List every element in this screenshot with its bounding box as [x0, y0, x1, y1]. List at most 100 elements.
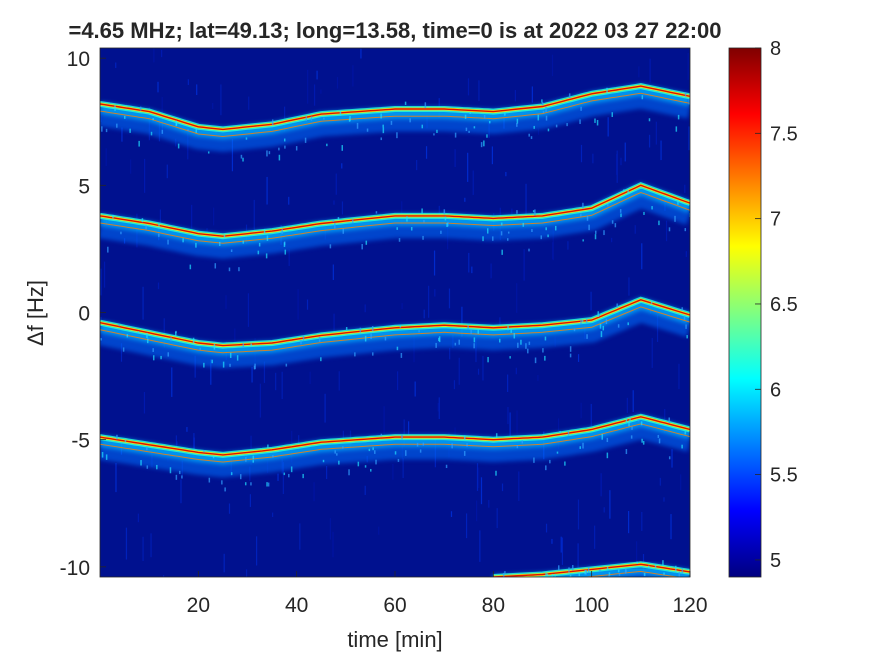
trace-spread	[501, 564, 690, 577]
noise-speck	[688, 126, 690, 151]
trace-speck	[375, 211, 378, 214]
trace-speck	[641, 438, 643, 443]
trace-speck	[600, 331, 603, 338]
trace-speck	[504, 571, 506, 574]
noise-speck	[396, 371, 399, 391]
noise-speck	[477, 368, 480, 375]
noise-speck	[187, 79, 189, 85]
traces-layer	[100, 83, 690, 594]
trace-line	[100, 416, 690, 456]
noise-speck	[641, 243, 643, 270]
trace-speck	[320, 357, 322, 362]
noise-speck	[476, 463, 479, 491]
trace-glow	[100, 414, 690, 465]
trace-line	[493, 563, 690, 577]
trace-speck	[284, 145, 286, 149]
noise-speck	[378, 526, 380, 535]
noise-speck	[428, 285, 430, 318]
trace-speck	[212, 456, 215, 459]
noise-speck	[507, 374, 509, 392]
trace-speck	[351, 219, 354, 224]
trace-speck	[606, 437, 609, 443]
trace-speck	[223, 235, 226, 238]
trace-speck	[466, 443, 468, 447]
noise-speck	[143, 391, 146, 414]
trace-speck	[480, 142, 483, 148]
trace-speck	[678, 571, 681, 577]
trace-secondary-line	[100, 306, 690, 354]
noise-speck	[632, 390, 634, 413]
noise-speck	[161, 96, 163, 115]
trace-speck	[372, 352, 374, 356]
trace-speck	[511, 583, 513, 588]
trace-speck	[278, 154, 281, 161]
trace-speck	[263, 228, 266, 234]
trace-speck	[359, 327, 362, 333]
trace-speck	[531, 583, 533, 586]
trace-speck	[528, 133, 530, 137]
trace-speck	[177, 143, 180, 149]
trace-speck	[521, 440, 524, 444]
trace-speck	[599, 569, 601, 572]
noise-speck	[479, 530, 481, 562]
trace-speck	[501, 249, 503, 255]
noise-speck	[307, 69, 309, 104]
noise-speck	[628, 277, 630, 296]
trace-speck	[551, 573, 554, 577]
trace-speck	[482, 236, 484, 242]
trace-speck	[554, 573, 556, 577]
trace-speck	[659, 589, 661, 594]
noise-speck	[671, 449, 673, 468]
trace-speck	[364, 465, 367, 468]
trace-speck	[458, 339, 460, 345]
noise-speck	[360, 48, 362, 59]
trace-speck	[380, 113, 382, 119]
trace-speck	[400, 352, 403, 358]
trace-speck	[112, 214, 114, 219]
trace-speck	[625, 449, 628, 455]
trace-speck	[495, 433, 498, 438]
trace-speck	[170, 337, 172, 342]
noise-speck	[437, 403, 439, 412]
trace-speck	[318, 336, 321, 343]
trace-speck	[283, 472, 286, 476]
trace-speck	[283, 138, 286, 142]
trace-speck	[492, 236, 494, 241]
noise-speck	[515, 367, 517, 375]
trace-speck	[240, 154, 243, 159]
noise-speck	[125, 527, 128, 560]
trace-speck	[601, 433, 603, 440]
trace-speck	[627, 190, 629, 194]
noise-speck	[511, 208, 513, 215]
noise-speck	[609, 490, 611, 519]
trace-speck	[566, 581, 568, 584]
trace-speck	[502, 572, 505, 577]
noise-speck	[225, 295, 227, 309]
trace-speck	[545, 227, 547, 231]
noise-speck	[641, 511, 643, 531]
trace-speck	[675, 126, 678, 132]
noise-speck	[425, 146, 428, 159]
trace-speck	[611, 220, 614, 224]
noise-speck	[523, 249, 525, 281]
trace-speck	[122, 347, 125, 352]
trace-speck	[284, 249, 287, 255]
trace-speck	[440, 230, 442, 234]
x-tick-label: 100	[574, 594, 609, 617]
noise-speck	[247, 293, 250, 327]
trace-speck	[556, 451, 559, 454]
trace-speck	[609, 581, 611, 583]
noise-speck	[320, 89, 322, 94]
trace-speck	[230, 472, 233, 476]
trace-speck	[435, 342, 437, 348]
trace-speck	[329, 244, 332, 249]
trace-speck	[668, 417, 670, 423]
noise-speck	[153, 48, 155, 63]
trace-speck	[349, 116, 351, 121]
trace-speck	[631, 426, 633, 430]
noise-speck	[490, 263, 492, 279]
trace-speck	[120, 231, 122, 235]
trace-speck	[624, 568, 627, 574]
noise-speck	[142, 286, 144, 320]
trace-speck	[332, 220, 335, 223]
